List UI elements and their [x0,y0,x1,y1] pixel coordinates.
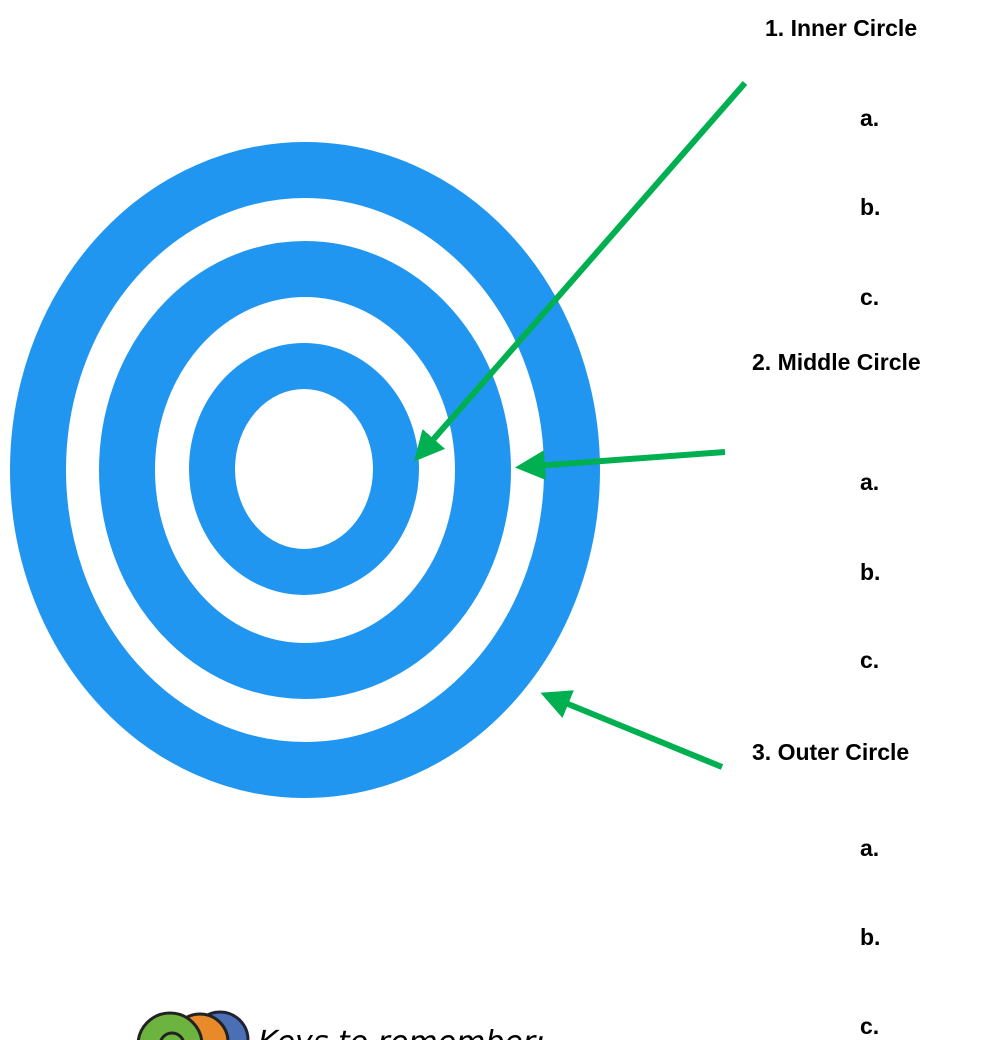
item-label: c. [860,1013,879,1039]
target [10,142,600,798]
item-label: b. [860,559,880,585]
item-label: a. [860,835,879,861]
item-label: c. [860,284,879,310]
arrow [515,449,726,481]
arrows [414,81,748,770]
section-label: 3. Outer Circle [752,739,909,765]
item-label: a. [860,469,879,495]
item-label: c. [860,647,879,673]
item-label: b. [860,924,880,950]
section-label: 1. Inner Circle [765,15,917,41]
arrow [540,690,724,770]
arrow [414,81,748,462]
middle-ring [99,241,511,699]
item-label: a. [860,105,879,131]
section-label: 2. Middle Circle [752,349,921,375]
item-label: b. [860,194,880,220]
footer-text: Keys to remember: [258,1025,545,1040]
icon [136,1010,250,1040]
inner-ring [189,343,419,595]
outer-ring [10,142,600,798]
